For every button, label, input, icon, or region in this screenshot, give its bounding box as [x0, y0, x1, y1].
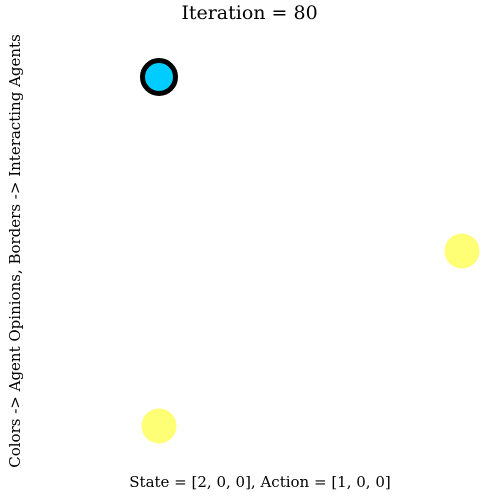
agent-3-marker	[141, 408, 177, 444]
agent-2-marker	[444, 233, 480, 269]
agent-1-marker	[140, 58, 178, 96]
figure-title: Iteration = 80	[181, 2, 318, 24]
x-axis-label: State = [2, 0, 0], Action = [1, 0, 0]	[129, 473, 391, 491]
